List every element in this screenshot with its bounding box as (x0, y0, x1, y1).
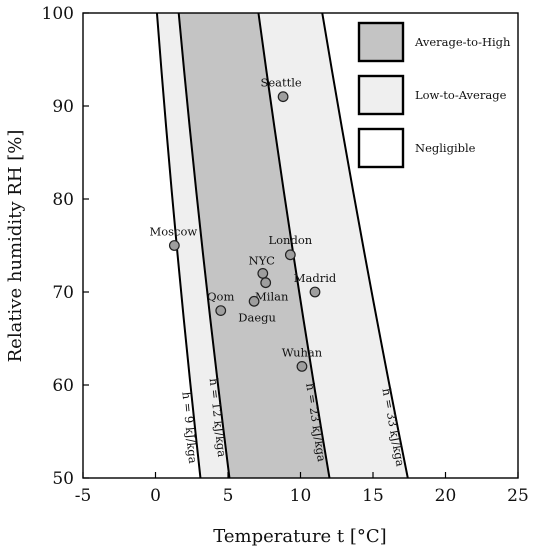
y-tick-label: 100 (42, 4, 74, 24)
x-axis-ticks: -5 0 5 10 15 20 25 (75, 472, 529, 506)
x-axis-label: Temperature t [°C] (213, 526, 386, 547)
data-point-label: NYC (249, 253, 275, 267)
enthalpy-curve-3 (257, 13, 331, 478)
legend-label: Negligible (415, 141, 476, 155)
data-point (277, 91, 289, 103)
zone-average-to-high (178, 13, 330, 478)
legend: Average-to-High Low-to-Average Negligible (357, 21, 511, 169)
data-point (260, 277, 272, 289)
data-point (248, 295, 260, 307)
y-tick-label: 80 (52, 190, 74, 210)
y-tick-label: 60 (52, 376, 74, 396)
data-point (215, 305, 227, 317)
city-points: Seattle Moscow London NYC Milan Madrid Qom Daeg… (149, 76, 337, 372)
data-point-label: Daegu (238, 310, 276, 324)
data-point-label: Wuhan (282, 345, 323, 359)
data-point-label: Seattle (260, 76, 301, 90)
x-tick-label: -5 (75, 486, 92, 506)
y-tick-label: 90 (52, 97, 74, 117)
x-tick-label: 15 (362, 486, 384, 506)
y-tick-label: 70 (52, 283, 74, 303)
data-point (296, 361, 308, 372)
legend-label: Low-to-Average (415, 88, 507, 102)
y-axis-label: Relative humidity RH [%] (5, 130, 26, 363)
comfort-zones (156, 13, 408, 478)
legend-swatch (357, 127, 405, 169)
x-tick-label: 0 (150, 486, 161, 506)
data-point (168, 240, 180, 251)
data-point (284, 249, 296, 261)
x-tick-label: 5 (223, 486, 234, 506)
data-point-label: Moscow (149, 225, 197, 239)
data-point (257, 268, 269, 279)
data-point-label: Madrid (294, 271, 337, 285)
data-point-label: Milan (255, 290, 289, 304)
y-axis-ticks: 50 60 70 80 90 100 (42, 4, 89, 489)
data-point-label: Qom (207, 290, 234, 304)
y-tick-label: 50 (52, 469, 74, 489)
x-tick-label: 25 (507, 486, 529, 506)
curve-label: h = 9 kJ/kga (179, 391, 200, 464)
legend-swatch (357, 74, 405, 116)
data-point (309, 286, 321, 298)
x-tick-label: 10 (290, 486, 312, 506)
legend-swatch (357, 21, 405, 63)
enthalpy-curve-2 (177, 13, 231, 478)
enthalpy-curve-4 (321, 13, 409, 478)
x-tick-label: 20 (435, 486, 457, 506)
legend-label: Average-to-High (414, 35, 511, 49)
data-point-label: London (269, 233, 313, 247)
